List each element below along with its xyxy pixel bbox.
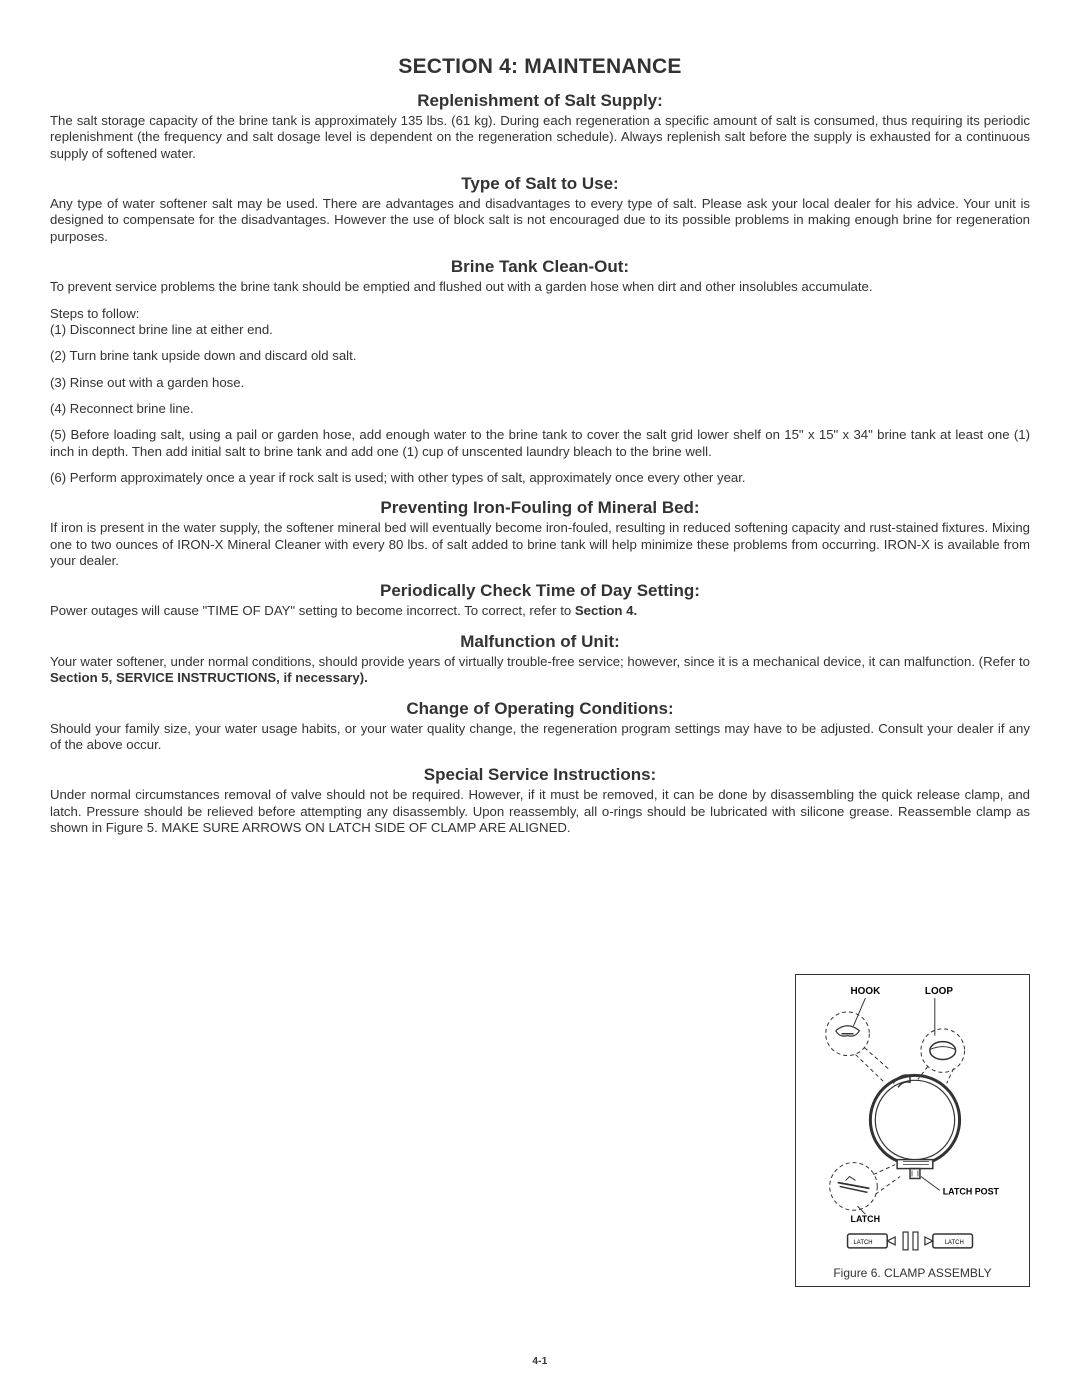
clamp-assembly-diagram: HOOK LOOP LA <box>796 975 1029 1262</box>
step-3: (3) Rinse out with a garden hose. <box>50 375 1030 391</box>
steps-intro: Steps to follow: <box>50 306 1030 322</box>
subsection-tod-bold: Section 4. <box>575 603 637 618</box>
subsection-tod-title: Periodically Check Time of Day Setting: <box>50 581 1030 601</box>
figure-label-hook: HOOK <box>851 986 882 997</box>
subsection-salt-supply-title: Replenishment of Salt Supply: <box>50 91 1030 111</box>
figure-label-latch: LATCH <box>851 1214 881 1224</box>
subsection-malfunction-body: Your water softener, under normal condit… <box>50 654 1030 687</box>
subsection-service-title: Special Service Instructions: <box>50 765 1030 785</box>
step-1: (1) Disconnect brine line at either end. <box>50 322 1030 338</box>
subsection-iron-title: Preventing Iron-Fouling of Mineral Bed: <box>50 498 1030 518</box>
subsection-tod-prefix: Power outages will cause "TIME OF DAY" s… <box>50 603 575 618</box>
subsection-malfunction-title: Malfunction of Unit: <box>50 632 1030 652</box>
subsection-malfunction-prefix: Your water softener, under normal condit… <box>50 654 1030 669</box>
figure-caption: Figure 6. CLAMP ASSEMBLY <box>796 1262 1029 1285</box>
page-number: 4-1 <box>0 1356 1080 1367</box>
figure-label-loop: LOOP <box>925 986 953 997</box>
step-5: (5) Before loading salt, using a pail or… <box>50 427 1030 460</box>
subsection-service-body: Under normal circumstances removal of va… <box>50 787 1030 836</box>
subsection-iron-body: If iron is present in the water supply, … <box>50 520 1030 569</box>
subsection-salt-supply-body: The salt storage capacity of the brine t… <box>50 113 1030 162</box>
subsection-operating-body: Should your family size, your water usag… <box>50 721 1030 754</box>
subsection-salt-type-title: Type of Salt to Use: <box>50 174 1030 194</box>
subsection-operating-title: Change of Operating Conditions: <box>50 699 1030 719</box>
step-6: (6) Perform approximately once a year if… <box>50 470 1030 486</box>
figure-clamp-assembly: HOOK LOOP LA <box>795 974 1030 1287</box>
figure-label-latch-post: LATCH POST <box>943 1186 1000 1196</box>
step-4: (4) Reconnect brine line. <box>50 401 1030 417</box>
figure-label-latch-left: LATCH <box>854 1240 873 1246</box>
step-2: (2) Turn brine tank upside down and disc… <box>50 348 1030 364</box>
subsection-brine-body: To prevent service problems the brine ta… <box>50 279 1030 295</box>
subsection-brine-title: Brine Tank Clean-Out: <box>50 257 1030 277</box>
subsection-salt-type-body: Any type of water softener salt may be u… <box>50 196 1030 245</box>
figure-label-latch-right: LATCH <box>945 1240 964 1246</box>
subsection-tod-body: Power outages will cause "TIME OF DAY" s… <box>50 603 1030 619</box>
section-title: SECTION 4: MAINTENANCE <box>50 55 1030 79</box>
subsection-malfunction-bold: Section 5, SERVICE INSTRUCTIONS, if nece… <box>50 670 368 685</box>
